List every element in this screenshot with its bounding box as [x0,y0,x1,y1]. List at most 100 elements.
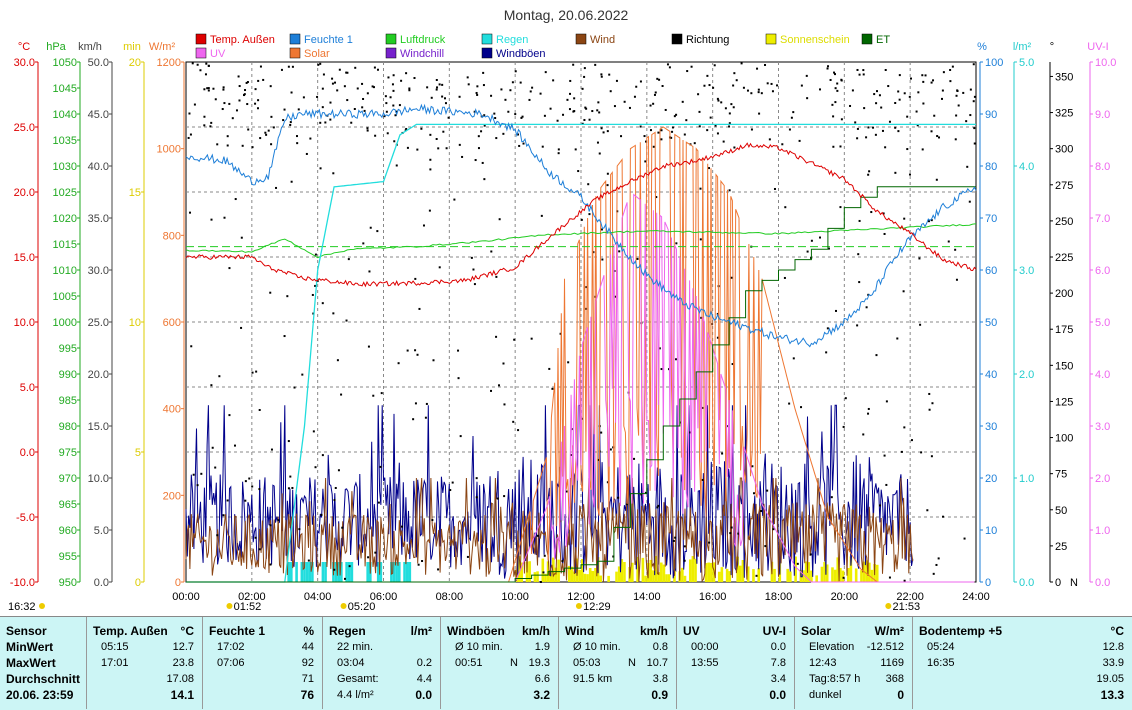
x-tick-label: 24:00 [962,591,990,603]
stats-header-title: Wind [565,624,595,638]
right-axis-tick-label: 5.0 [1019,57,1034,69]
direction-dot [569,92,572,95]
stats-header: Solar W/m² [795,623,912,639]
direction-dot [444,102,447,105]
direction-dot [530,337,533,340]
direction-dot [591,110,594,113]
direction-dot [965,120,968,123]
stats-row: 20.06. 23:59 [0,687,85,703]
direction-dot [800,84,803,87]
direction-dot [257,99,260,102]
stats-header-title: UV [683,624,700,638]
direction-dot [332,312,335,315]
direction-dot [395,110,398,113]
stats-cell-label: 00:51 [455,657,483,669]
direction-dot [257,79,260,82]
sunshine-bar [794,556,797,582]
direction-dot [730,103,733,106]
direction-dot [932,79,935,82]
stats-row: Gesamt: 4.4 [323,671,440,687]
direction-dot [258,488,261,491]
direction-dot [628,106,631,109]
stats-header-title: Feuchte 1 [209,624,266,638]
direction-dot [287,65,290,68]
direction-dot [928,408,931,411]
direction-dot [435,78,438,81]
direction-dot [384,95,387,98]
sunshine-bar [649,559,653,582]
direction-dot [531,86,534,89]
stats-row: 17:02 44 [203,639,322,655]
direction-dot [922,80,925,83]
direction-dot [336,89,339,92]
stats-header-unit: % [303,624,314,638]
direction-dot [475,496,478,499]
direction-dot [770,82,773,85]
direction-dot [199,69,202,72]
direction-dot [708,541,711,544]
direction-dot [518,144,521,147]
direction-dot [764,63,767,66]
sunshine-bar [710,562,713,582]
direction-dot [269,563,272,566]
direction-dot [223,102,226,105]
left-axis-tick-label: 0.0 [94,577,109,589]
stats-row: 71 [203,671,322,687]
right-axis-tick-label: 75 [1055,469,1067,481]
direction-dot [730,276,733,279]
direction-dot [379,465,382,468]
direction-dot [557,152,560,155]
sunshine-bar [617,566,621,582]
stats-header-unit: UV-I [762,624,786,638]
stats-row: 3.2 [441,687,558,703]
x-tick-label: 00:00 [172,591,200,603]
direction-dot [435,88,438,91]
direction-dot [474,159,477,162]
direction-dot [884,146,887,149]
direction-dot [513,338,516,341]
direction-dot [475,91,478,94]
direction-dot [930,81,933,84]
direction-dot [559,332,562,335]
sunshine-bar [567,565,571,582]
left-axis-tick-label: 1045 [53,83,77,95]
right-axis-tick-label: 2.0 [1095,473,1110,485]
time-marker-sun-low-icon [226,603,233,609]
sunshine-bar [681,567,684,582]
direction-dot [314,466,317,469]
direction-dot [528,98,531,101]
direction-dot [656,506,659,509]
direction-dot [490,94,493,97]
direction-dot [541,145,544,148]
stats-header-title: Solar [801,624,832,638]
left-axis-tick-label: 1000 [53,317,77,329]
direction-dot [385,102,388,105]
direction-dot [598,111,601,114]
sunshine-bar [831,567,834,582]
direction-dot [585,107,588,110]
direction-dot [437,568,440,571]
direction-dot [922,102,925,105]
direction-dot [483,178,486,181]
direction-dot [698,110,701,113]
direction-dot [908,173,911,176]
direction-dot [917,91,920,94]
stats-column: Wind km/h Ø 10 min. 0.8 05:03 N 10.7 91.5 km 3.8… [558,617,676,709]
direction-dot [228,102,231,105]
sunshine-bar [657,572,660,582]
direction-dot [509,89,512,92]
direction-dot [556,119,559,122]
direction-dot [216,534,219,537]
stats-row: 05:03 N 10.7 [559,655,676,671]
direction-dot [926,509,929,512]
stats-column: Feuchte 1% 17:02 44 07:06 92 71 76 [202,617,322,709]
direction-dot [930,455,933,458]
right-axis-tick-label: 125 [1055,396,1073,408]
direction-dot [867,126,870,129]
direction-dot [649,104,652,107]
direction-dot [437,147,440,150]
right-axis-tick-label: 80 [985,161,997,173]
rain-bar [324,562,327,582]
sunshine-bar [807,562,811,582]
direction-dot [885,483,888,486]
